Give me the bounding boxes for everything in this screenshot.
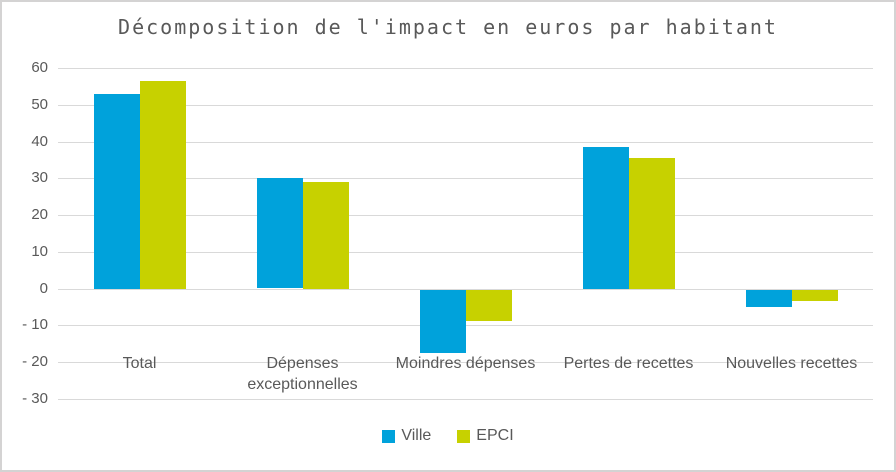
y-axis-tick-label: - 30 bbox=[22, 390, 48, 407]
bar-epci bbox=[466, 290, 512, 321]
gridline bbox=[58, 399, 873, 400]
category-label: Total bbox=[122, 355, 157, 372]
bar-ville bbox=[94, 94, 140, 289]
bar-epci bbox=[792, 290, 838, 301]
gridline bbox=[58, 68, 873, 69]
gridline bbox=[58, 289, 873, 290]
y-axis-tick-label: 60 bbox=[31, 59, 48, 76]
legend-swatch-icon bbox=[382, 429, 396, 443]
y-axis-tick-label: 20 bbox=[31, 206, 48, 223]
gridline bbox=[58, 362, 873, 363]
bar-ville bbox=[257, 178, 303, 288]
y-axis-tick-label: 0 bbox=[39, 280, 48, 297]
y-axis-tick-label: 50 bbox=[31, 96, 48, 113]
legend-item-epci: EPCI bbox=[457, 427, 514, 445]
gridline bbox=[58, 142, 873, 143]
category-label: Dépenses exceptionnelles bbox=[247, 355, 358, 393]
gridline bbox=[58, 178, 873, 179]
chart-title: Décomposition de l'impact en euros par h… bbox=[118, 15, 778, 39]
legend: Ville EPCI bbox=[2, 427, 894, 445]
bar-ville bbox=[420, 290, 466, 353]
bar-epci bbox=[629, 158, 675, 289]
y-axis-tick-label: - 20 bbox=[22, 353, 48, 370]
legend-label: Ville bbox=[401, 427, 432, 444]
y-axis-tick-label: 30 bbox=[31, 169, 48, 186]
legend-item-ville: Ville bbox=[382, 427, 431, 445]
gridline bbox=[58, 105, 873, 106]
y-axis-tick-label: 10 bbox=[31, 243, 48, 260]
bar-epci bbox=[140, 81, 186, 289]
gridline bbox=[58, 252, 873, 253]
bar-ville bbox=[583, 147, 629, 289]
y-axis-tick-label: 40 bbox=[31, 133, 48, 150]
category-label: Moindres dépenses bbox=[395, 355, 536, 372]
gridline bbox=[58, 215, 873, 216]
legend-swatch-icon bbox=[457, 429, 471, 443]
legend-label: EPCI bbox=[476, 427, 514, 444]
category-label: Nouvelles recettes bbox=[725, 355, 858, 372]
bar-epci bbox=[303, 182, 349, 289]
category-label: Pertes de recettes bbox=[563, 355, 694, 372]
bar-ville bbox=[746, 290, 792, 307]
y-axis-tick-label: - 10 bbox=[22, 316, 48, 333]
